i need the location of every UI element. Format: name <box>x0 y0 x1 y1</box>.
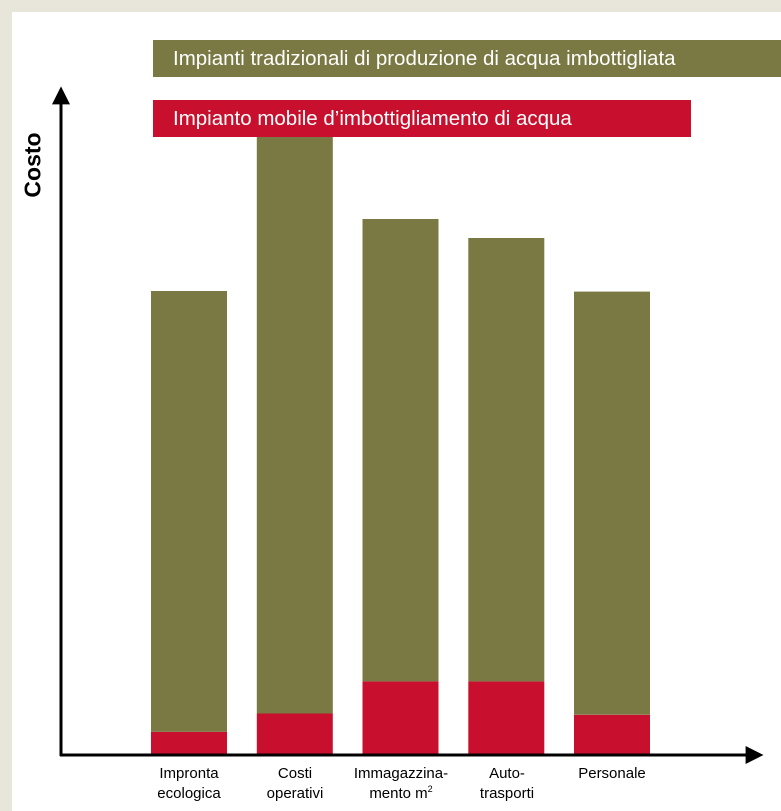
bar-segment-mobile-plant <box>362 681 439 754</box>
y-axis-label: Costo <box>19 132 46 198</box>
bar-segment-traditional-plants <box>574 291 650 715</box>
x-tick-line1: Impronta <box>159 765 219 782</box>
x-tick-superscript: 2 <box>427 784 433 794</box>
bar-segment-traditional-plants <box>468 238 545 682</box>
x-tick-label: Personale <box>557 764 667 784</box>
x-tick-label: Costi operativi <box>240 764 350 804</box>
bar-segment-mobile-plant <box>256 713 333 754</box>
x-tick-line2: trasporti <box>479 785 535 802</box>
bar-segment-mobile-plant <box>151 731 227 754</box>
x-tick-line2: operativi <box>266 785 324 802</box>
x-tick-line2: mento m <box>369 785 428 802</box>
bar-segment-mobile-plant <box>574 714 650 754</box>
x-tick-line2: ecologica <box>157 785 221 802</box>
legend-item-traditional-plants: Impianti tradizionali di produzione di a… <box>153 40 781 77</box>
x-tick-line1: Personale <box>578 765 646 782</box>
bar-segment-traditional-plants <box>151 291 227 732</box>
x-tick-line1: Immagazzina- <box>353 765 449 782</box>
x-tick-label: Immagazzina- mento m2 <box>346 764 456 804</box>
x-tick-line1: Costi <box>277 765 313 782</box>
legend-label-traditional-plants: Impianti tradizionali di produzione di a… <box>173 47 676 70</box>
legend-label-mobile-plant: Impianto mobile d’imbottigliamento di ac… <box>173 107 572 130</box>
x-tick-label: Auto- trasporti <box>452 764 562 804</box>
bar-segment-traditional-plants <box>362 219 439 682</box>
legend-item-mobile-plant: Impianto mobile d’imbottigliamento di ac… <box>153 100 691 137</box>
bar-segment-traditional-plants <box>256 124 333 714</box>
bar-segment-mobile-plant <box>468 681 545 754</box>
x-tick-label: Impronta ecologica <box>134 764 244 804</box>
x-tick-line1: Auto- <box>489 765 525 782</box>
bars-group <box>151 124 650 754</box>
